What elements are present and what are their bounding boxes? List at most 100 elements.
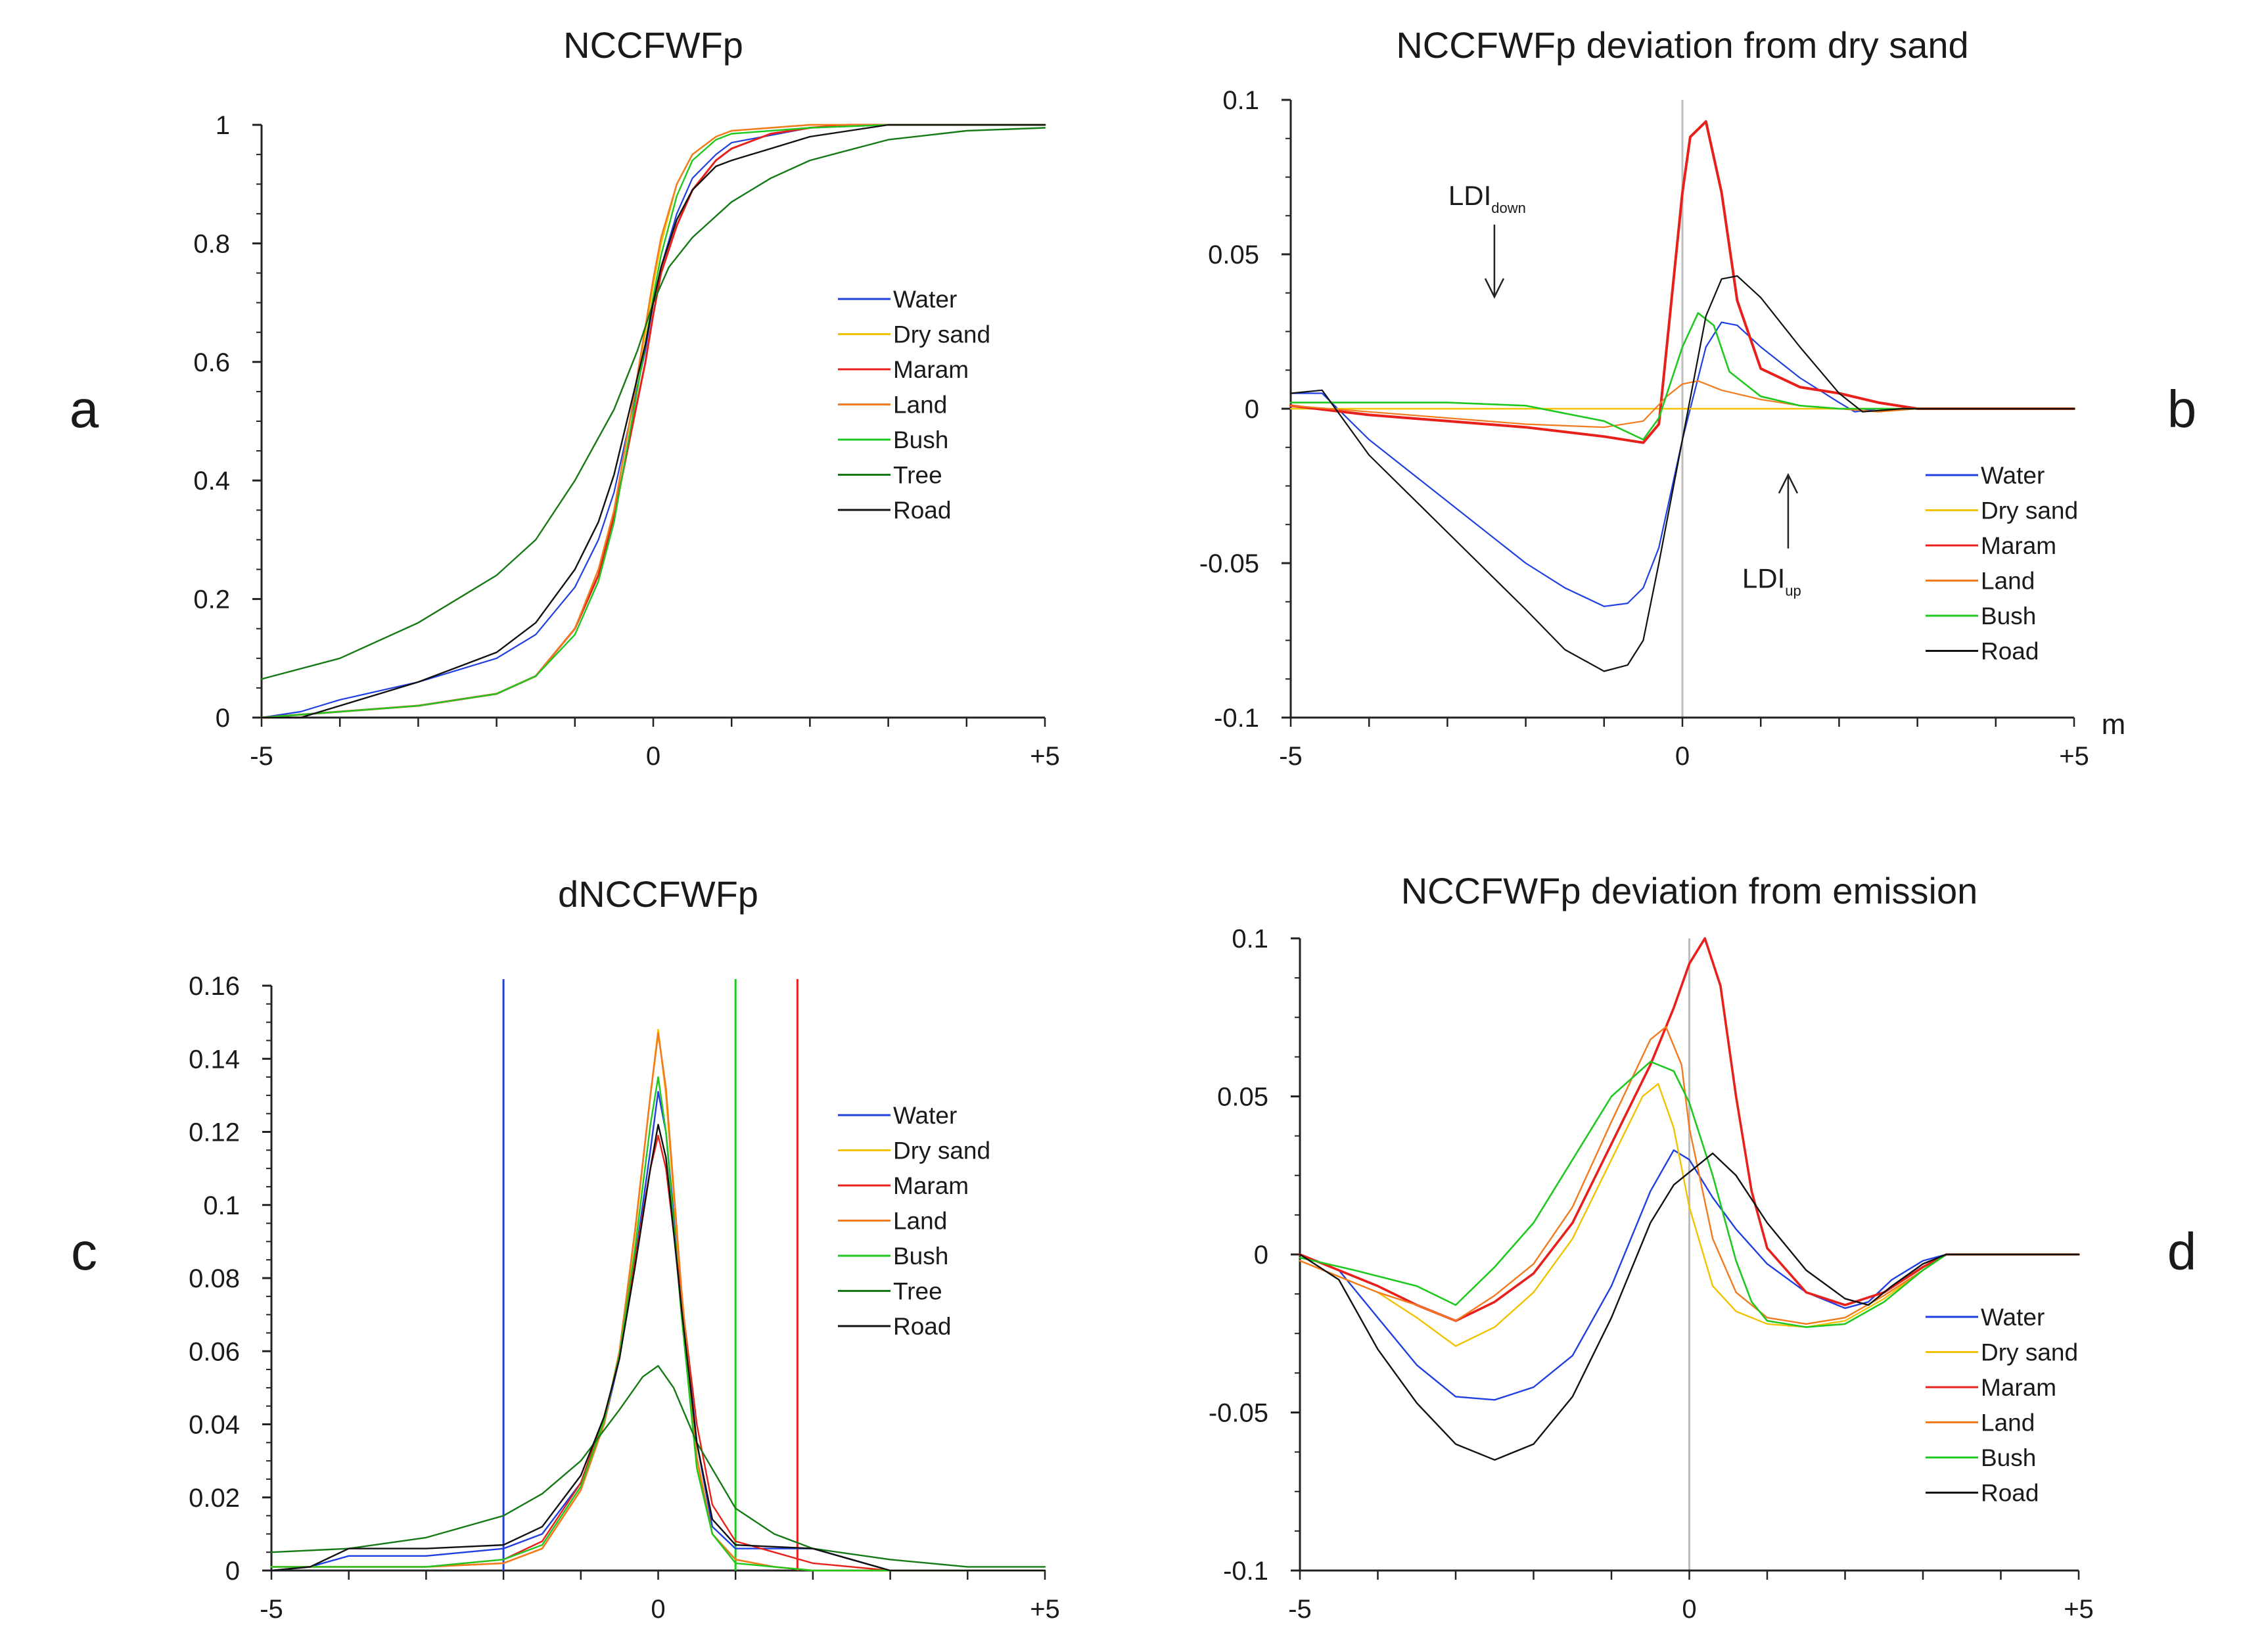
x-tick-label-c: 0 [651,1595,665,1624]
series-line-b-bush [1289,311,2075,441]
series-line-c-bush [270,1076,1046,1572]
y-tick-label-c: 0.16 [189,972,240,1001]
x-tick-label-b: -5 [1279,742,1303,771]
legend-label-c: Bush [893,1243,948,1270]
series-line-b-maram [1289,120,2075,444]
legend-label-a: Bush [893,426,948,453]
legend-label-b: Dry sand [1981,497,2078,524]
legend-label-d: Maram [1981,1374,2056,1401]
legend-label-a: Dry sand [893,321,990,348]
x-tick-label-b: +5 [2059,742,2089,771]
y-tick-label-b: -0.1 [1214,704,1259,733]
annotation-up-sub: up [1785,583,1801,599]
y-tick-label-b: 0.05 [1208,241,1259,269]
x-tick-label-a: -5 [250,742,273,771]
series-line-a-maram [260,124,1046,719]
annotation-up-main: LDI [1742,563,1785,594]
y-tick-label-a: 0.6 [193,348,230,377]
annotation-up-label: LDIup [1742,563,1801,599]
series-line-a-dry-sand [260,124,1046,719]
y-tick-label-a: 0.2 [193,585,230,614]
legend-label-a: Land [893,392,947,419]
series-line-a-land [260,124,1046,719]
y-tick-label-c: 0.1 [203,1191,240,1220]
legend-label-b: Bush [1981,603,2036,630]
series-line-d-maram [1299,937,2080,1322]
y-tick-label-d: -0.1 [1223,1557,1268,1586]
y-tick-label-c: 0.04 [189,1411,240,1440]
y-tick-label-b: 0.1 [1222,86,1259,115]
chart-title-a: NCCFWFp [563,24,743,66]
legend-label-d: Land [1981,1410,2035,1436]
y-tick-label-a: 0 [216,704,230,733]
legend-label-a: Road [893,497,951,524]
legend-label-d: Bush [1981,1444,2036,1471]
y-tick-label-d: 0 [1254,1241,1268,1270]
y-tick-label-c: 0.06 [189,1337,240,1366]
y-tick-label-b: 0 [1245,395,1259,424]
series-line-a-road [260,124,1046,719]
panel-letter-c: c [71,1222,97,1281]
x-axis-unit-b: m [2102,708,2126,741]
legend-label-b: Road [1981,638,2039,665]
legend-label-b: Land [1981,568,2035,595]
annotation-down-main: LDI [1448,180,1491,211]
panel-letter-b: b [2167,380,2197,438]
legend-label-b: Water [1981,462,2045,489]
series-line-b-land [1289,380,2075,428]
y-tick-label-c: 0 [225,1557,240,1586]
series-line-b-road [1289,275,2075,672]
chart-title-d: NCCFWFp deviation from emission [1401,870,1978,911]
y-tick-label-d: 0.05 [1217,1083,1268,1112]
legend-label-c: Dry sand [893,1137,990,1164]
legend-label-c: Maram [893,1172,969,1199]
panel-letter-d: d [2167,1222,2197,1281]
y-tick-label-a: 1 [216,111,230,140]
x-tick-label-d: +5 [2064,1595,2094,1624]
series-line-a-bush [260,124,1046,719]
annotation-arrow-head-down [1484,278,1505,299]
legend-label-c: Land [893,1208,947,1235]
y-tick-label-a: 0.4 [193,467,230,495]
legend-label-a: Tree [893,462,942,489]
legend-label-c: Water [893,1102,957,1129]
legend-label-c: Road [893,1313,951,1340]
legend-label-d: Dry sand [1981,1339,2078,1366]
series-line-a-water [260,124,1046,719]
annotation-arrow-head-up [1778,472,1799,494]
legend-label-d: Road [1981,1480,2039,1507]
legend-label-a: Water [893,286,957,313]
panel-a: NCCFWFp 0 0.2 0.4 0.6 0.8 1 -5 0 +5 Water Dry sand M… [193,24,1059,771]
y-tick-label-d: -0.05 [1209,1399,1268,1428]
y-tick-label-c: 0.02 [189,1484,240,1513]
series-line-c-maram [270,1134,1046,1572]
series-line-d-bush [1299,1061,2080,1328]
legend-label-a: Maram [893,356,969,383]
legend-label-d: Water [1981,1304,2045,1331]
panel-c: dNCCFWFp 0 0.02 0.04 0.06 0.08 0.1 0.12 0.14 0.16… [189,873,1060,1624]
legend-label-c: Tree [893,1278,942,1305]
x-tick-label-b: 0 [1675,742,1690,771]
x-tick-label-a: 0 [646,742,660,771]
x-tick-label-a: +5 [1030,742,1060,771]
x-tick-label-c: +5 [1030,1595,1060,1624]
annotation-down-sub: down [1491,200,1526,216]
panel-b: NCCFWFp deviation from dry sand -0.1 -0.05… [1199,24,2126,771]
x-tick-label-d: 0 [1682,1595,1696,1624]
y-tick-label-d: 0.1 [1232,925,1268,953]
series-line-c-road [270,1124,1046,1572]
x-tick-label-c: -5 [260,1595,283,1624]
y-tick-label-a: 0.8 [193,229,230,258]
series-line-d-road [1299,1152,2080,1461]
y-tick-label-c: 0.14 [189,1045,240,1074]
x-tick-label-d: -5 [1288,1595,1312,1624]
panel-d: NCCFWFp deviation from emission -0.1 -0.05… [1209,870,2094,1624]
y-tick-label-c: 0.08 [189,1264,240,1293]
legend-label-b: Maram [1981,532,2056,559]
chart-title-b: NCCFWFp deviation from dry sand [1396,24,1968,66]
annotation-down-label: LDIdown [1448,180,1526,216]
series-line-d-dry-sand [1299,1083,2080,1347]
chart-title-c: dNCCFWFp [558,873,758,915]
y-tick-label-b: -0.05 [1199,549,1259,578]
